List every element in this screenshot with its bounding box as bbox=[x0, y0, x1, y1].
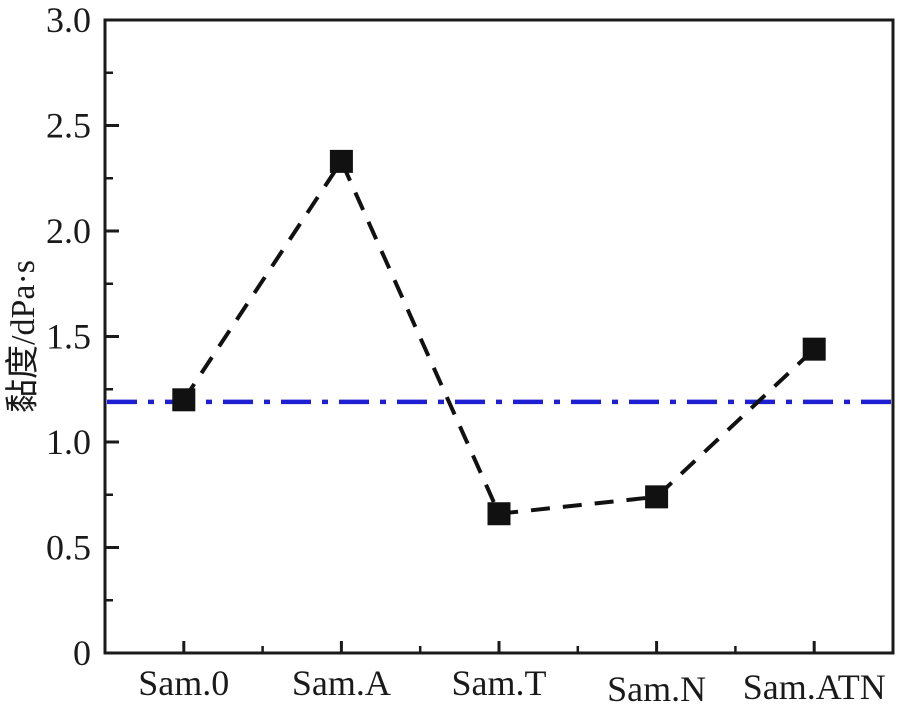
plot-border bbox=[103, 18, 895, 655]
x-axis-label: Sam.T bbox=[452, 663, 547, 703]
x-axis-label: Sam.ATN bbox=[743, 667, 886, 707]
y-axis-title: 黏度/dPa·s bbox=[4, 260, 42, 413]
y-axis-tick-label: 2.0 bbox=[46, 211, 91, 251]
data-point-marker bbox=[802, 337, 826, 361]
data-point-marker bbox=[329, 149, 353, 173]
series-line bbox=[182, 157, 816, 516]
data-point-marker bbox=[487, 502, 511, 526]
y-axis-tick-label: 2.5 bbox=[46, 106, 91, 146]
x-axis-label: Sam.N bbox=[607, 669, 706, 709]
data-point-marker bbox=[645, 485, 669, 509]
x-axis-label: Sam.0 bbox=[138, 663, 229, 703]
data-point-marker bbox=[172, 388, 196, 412]
x-axis-label: Sam.A bbox=[292, 663, 391, 703]
y-axis-tick-label: 0.5 bbox=[46, 528, 91, 568]
y-axis-tick-label: 1.5 bbox=[46, 317, 91, 357]
y-axis-tick-label: 0 bbox=[73, 633, 91, 673]
y-axis-tick-label: 1.0 bbox=[46, 422, 91, 462]
y-axis-tick-label: 3.0 bbox=[46, 0, 91, 40]
